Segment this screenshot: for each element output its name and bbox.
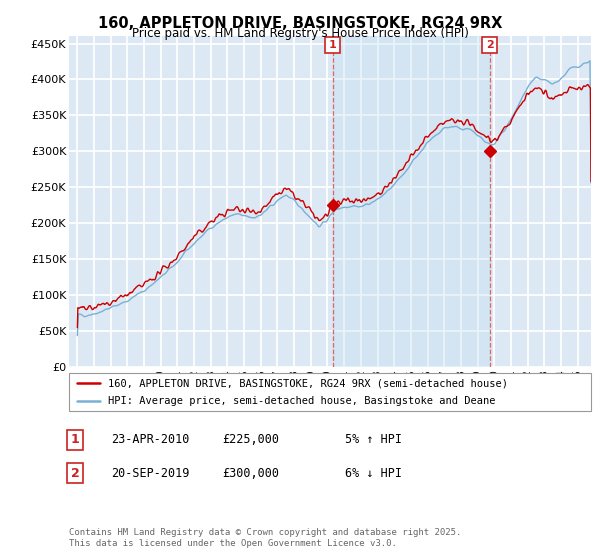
Text: 160, APPLETON DRIVE, BASINGSTOKE, RG24 9RX (semi-detached house): 160, APPLETON DRIVE, BASINGSTOKE, RG24 9…: [108, 379, 508, 389]
Text: Contains HM Land Registry data © Crown copyright and database right 2025.
This d: Contains HM Land Registry data © Crown c…: [69, 528, 461, 548]
Text: 5% ↑ HPI: 5% ↑ HPI: [345, 433, 402, 446]
Text: 160, APPLETON DRIVE, BASINGSTOKE, RG24 9RX: 160, APPLETON DRIVE, BASINGSTOKE, RG24 9…: [98, 16, 502, 31]
Text: HPI: Average price, semi-detached house, Basingstoke and Deane: HPI: Average price, semi-detached house,…: [108, 395, 496, 405]
Text: 2: 2: [71, 466, 79, 480]
Text: 1: 1: [329, 40, 337, 50]
Text: Price paid vs. HM Land Registry's House Price Index (HPI): Price paid vs. HM Land Registry's House …: [131, 27, 469, 40]
Text: 2: 2: [486, 40, 493, 50]
Bar: [332, 36, 490, 367]
Text: 20-SEP-2019: 20-SEP-2019: [111, 466, 190, 480]
Text: 23-APR-2010: 23-APR-2010: [111, 433, 190, 446]
Text: £225,000: £225,000: [222, 433, 279, 446]
Text: 6% ↓ HPI: 6% ↓ HPI: [345, 466, 402, 480]
Text: 1: 1: [71, 433, 79, 446]
FancyBboxPatch shape: [69, 373, 591, 411]
Text: £300,000: £300,000: [222, 466, 279, 480]
